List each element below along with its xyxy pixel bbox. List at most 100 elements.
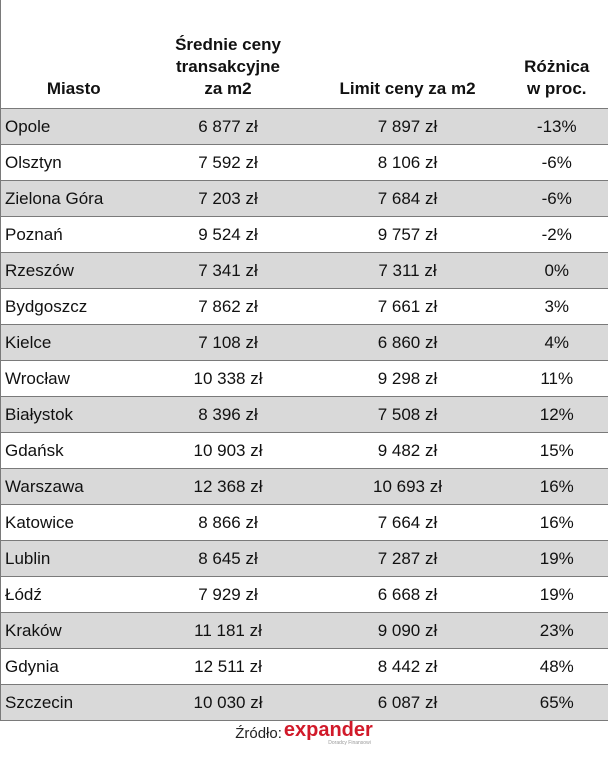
cell-limit: 7 664 zł xyxy=(309,504,506,541)
cell-limit: 9 757 zł xyxy=(309,216,506,253)
cell-avg-price: 8 396 zł xyxy=(146,396,310,433)
cell-city: Olsztyn xyxy=(0,144,147,181)
logo-tagline: Doradcy Finansowi xyxy=(328,740,371,746)
table-row: Rzeszów 7 341 zł 7 311 zł 0% xyxy=(0,252,608,289)
table-row: Poznań 9 524 zł 9 757 zł -2% xyxy=(0,216,608,253)
cell-avg-price: 12 368 zł xyxy=(146,468,310,505)
cell-limit: 7 287 zł xyxy=(309,540,506,577)
cell-diff: 19% xyxy=(505,576,608,613)
cell-city: Lublin xyxy=(0,540,147,577)
cell-avg-price: 7 203 zł xyxy=(146,180,310,217)
cell-avg-price: 7 108 zł xyxy=(146,324,310,361)
cell-city: Zielona Góra xyxy=(0,180,147,217)
table-row: Zielona Góra 7 203 zł 7 684 zł -6% xyxy=(0,180,608,217)
cell-avg-price: 10 030 zł xyxy=(146,684,310,721)
cell-limit: 9 298 zł xyxy=(309,360,506,397)
cell-city: Gdańsk xyxy=(0,432,147,469)
cell-city: Poznań xyxy=(0,216,147,253)
table-body: Opole 6 877 zł 7 897 zł -13% Olsztyn 7 592 zł… xyxy=(0,108,608,721)
cell-diff: -6% xyxy=(505,144,608,181)
cell-diff: 0% xyxy=(505,252,608,289)
cell-city: Warszawa xyxy=(0,468,147,505)
header-city-label: Miasto xyxy=(46,79,101,98)
cell-diff: -13% xyxy=(505,108,608,145)
cell-diff: -2% xyxy=(505,216,608,253)
source-footer: Źródło: expander Doradcy Finansowi xyxy=(0,718,608,748)
cell-diff: 16% xyxy=(505,504,608,541)
cell-avg-price: 7 592 zł xyxy=(146,144,310,181)
cell-avg-price: 7 862 zł xyxy=(146,288,310,325)
table-row: Kraków 11 181 zł 9 090 zł 23% xyxy=(0,612,608,649)
cell-city: Łódź xyxy=(0,576,147,613)
header-avg-price-line-1: Średnie ceny xyxy=(175,35,281,54)
cell-avg-price: 6 877 zł xyxy=(146,108,310,145)
cell-city: Szczecin xyxy=(0,684,147,721)
cell-limit: 8 442 zł xyxy=(309,648,506,685)
cell-city: Wrocław xyxy=(0,360,147,397)
cell-limit: 9 090 zł xyxy=(309,612,506,649)
table-row: Gdynia 12 511 zł 8 442 zł 48% xyxy=(0,648,608,685)
header-avg-price-line-2: transakcyjne xyxy=(176,57,280,76)
table-row: Łódź 7 929 zł 6 668 zł 19% xyxy=(0,576,608,613)
cell-city: Katowice xyxy=(0,504,147,541)
cell-city: Rzeszów xyxy=(0,252,147,289)
table-row: Opole 6 877 zł 7 897 zł -13% xyxy=(0,108,608,145)
logo-text: expander xyxy=(283,719,373,741)
cell-diff: 65% xyxy=(505,684,608,721)
cell-avg-price: 8 645 zł xyxy=(146,540,310,577)
cell-diff: 15% xyxy=(505,432,608,469)
source-label: Źródło: xyxy=(235,724,282,742)
table-header: Miasto Średnie ceny transakcyjne za m2 L… xyxy=(0,0,608,109)
header-diff-line-1: Różnica xyxy=(524,57,590,76)
table-row: Gdańsk 10 903 zł 9 482 zł 15% xyxy=(0,432,608,469)
cell-diff: 48% xyxy=(505,648,608,685)
cell-avg-price: 12 511 zł xyxy=(146,648,310,685)
table-row: Warszawa 12 368 zł 10 693 zł 16% xyxy=(0,468,608,505)
table-row: Bydgoszcz 7 862 zł 7 661 zł 3% xyxy=(0,288,608,325)
cell-city: Białystok xyxy=(0,396,147,433)
price-comparison-table: Miasto Średnie ceny transakcyjne za m2 L… xyxy=(0,0,608,721)
table-row: Olsztyn 7 592 zł 8 106 zł -6% xyxy=(0,144,608,181)
cell-diff: 11% xyxy=(505,360,608,397)
cell-limit: 7 897 zł xyxy=(309,108,506,145)
header-city: Miasto xyxy=(0,0,147,109)
table-row: Kielce 7 108 zł 6 860 zł 4% xyxy=(0,324,608,361)
cell-limit: 10 693 zł xyxy=(309,468,506,505)
cell-diff: 19% xyxy=(505,540,608,577)
table-row: Wrocław 10 338 zł 9 298 zł 11% xyxy=(0,360,608,397)
cell-city: Opole xyxy=(0,108,147,145)
cell-limit: 6 860 zł xyxy=(309,324,506,361)
cell-limit: 7 311 zł xyxy=(309,252,506,289)
table-row: Katowice 8 866 zł 7 664 zł 16% xyxy=(0,504,608,541)
cell-diff: 4% xyxy=(505,324,608,361)
cell-avg-price: 8 866 zł xyxy=(146,504,310,541)
cell-limit: 8 106 zł xyxy=(309,144,506,181)
cell-diff: 16% xyxy=(505,468,608,505)
cell-avg-price: 9 524 zł xyxy=(146,216,310,253)
cell-limit: 6 668 zł xyxy=(309,576,506,613)
cell-avg-price: 10 903 zł xyxy=(146,432,310,469)
header-avg-price: Średnie ceny transakcyjne za m2 xyxy=(146,0,310,109)
cell-city: Gdynia xyxy=(0,648,147,685)
cell-avg-price: 7 929 zł xyxy=(146,576,310,613)
cell-avg-price: 11 181 zł xyxy=(146,612,310,649)
header-diff-line-2: w proc. xyxy=(526,79,587,98)
header-row: Miasto Średnie ceny transakcyjne za m2 L… xyxy=(0,0,608,109)
expander-logo: expander Doradcy Finansowi xyxy=(284,719,373,747)
cell-limit: 7 508 zł xyxy=(309,396,506,433)
table-row: Białystok 8 396 zł 7 508 zł 12% xyxy=(0,396,608,433)
header-diff: Różnica w proc. xyxy=(505,0,608,109)
cell-limit: 7 684 zł xyxy=(309,180,506,217)
cell-city: Kielce xyxy=(0,324,147,361)
cell-diff: 3% xyxy=(505,288,608,325)
cell-limit: 9 482 zł xyxy=(309,432,506,469)
cell-limit: 6 087 zł xyxy=(309,684,506,721)
header-limit-label: Limit ceny za m2 xyxy=(339,79,476,98)
cell-limit: 7 661 zł xyxy=(309,288,506,325)
table-row: Lublin 8 645 zł 7 287 zł 19% xyxy=(0,540,608,577)
cell-city: Kraków xyxy=(0,612,147,649)
table-row: Szczecin 10 030 zł 6 087 zł 65% xyxy=(0,684,608,721)
cell-city: Bydgoszcz xyxy=(0,288,147,325)
header-limit: Limit ceny za m2 xyxy=(309,0,506,109)
